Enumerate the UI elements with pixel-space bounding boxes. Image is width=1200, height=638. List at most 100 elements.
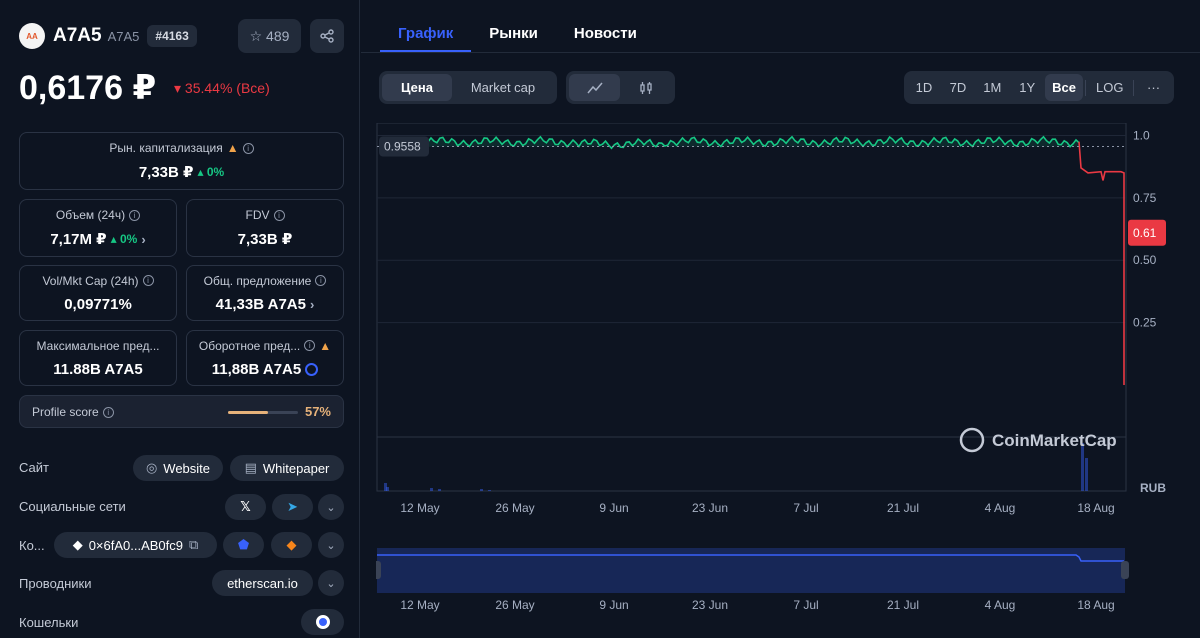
x-tick-label: 4 Aug [985,501,1016,515]
wallet-button[interactable] [301,609,344,635]
y-tick-label: 0.50 [1133,253,1157,267]
website-button[interactable]: ◎ Website [133,455,223,481]
navigator-tick-label: 4 Aug [985,598,1016,612]
log-toggle[interactable]: LOG [1096,80,1124,95]
x-tick-label: 23 Jun [692,501,728,515]
profile-score[interactable]: Profile score i 57% [19,395,344,428]
y-tick-label: 0.75 [1133,191,1157,205]
tab-markets[interactable]: Рынки [489,25,538,42]
info-icon[interactable]: i [102,406,114,418]
wallet-icon [315,615,330,629]
globe-icon: ◎ [145,460,158,475]
profile-score-bar [228,411,298,414]
x-tick-label: 21 Jul [887,501,919,515]
tab-chart[interactable]: График [380,0,472,52]
chart-type-toggle: Цена Market cap [379,71,557,104]
range-1y[interactable]: 1Y [1019,80,1036,95]
circulating-supply-label: Оборотное пред... [198,338,301,353]
contract-address[interactable]: ◆ 0×6fA0...AB0fc9 ⧉ [54,532,217,558]
market-cap-card: Рын. капитализация ▲ i 7,33B ₽ ▴ 0% [19,132,344,190]
telegram-icon: ➤ [287,499,298,514]
candle-chart-option[interactable] [620,74,671,101]
range-all[interactable]: Все [1044,74,1084,101]
volume-card[interactable]: Объем (24ч) i 7,17M ₽ ▴ 0% › [19,199,177,257]
x-twitter-button[interactable]: 𝕏 [225,494,266,520]
navigator-tick-label: 23 Jun [692,598,728,612]
metamask-button[interactable]: ◆ [271,532,312,558]
y-tick-label: 0.25 [1133,316,1157,330]
price-option[interactable]: Цена [382,74,452,101]
volume-bar [438,489,441,491]
range-1m[interactable]: 1M [983,80,1002,95]
cmc-logo-icon [959,427,985,453]
contracts-expand-button[interactable]: ⌄ [318,532,344,558]
star-icon: ☆ [249,27,263,44]
circulating-supply-value: 11,88B A7A5 [211,360,302,378]
explorers-label: Проводники [19,576,92,591]
progress-ring-icon [305,362,319,376]
watchlist-count: 489 [266,28,290,44]
reference-label: 0.9558 [384,140,421,154]
circulating-supply-card: Оборотное пред... i ▲ 11,88B A7A5 [186,330,344,386]
etherscan-link[interactable]: etherscan.io [212,570,313,596]
price-chart[interactable]: 1.0 0.75 0.50 0.25 0.9558 0.61 CoinMarketCap RU… [376,123,1196,623]
whitepaper-button[interactable]: ▤ Whitepaper [230,455,344,481]
navigator-tick-label: 18 Aug [1077,598,1114,612]
range-1d[interactable]: 1D [915,80,933,95]
total-supply-label: Общ. предложение [203,273,312,288]
info-icon[interactable]: i [242,142,254,154]
warning-icon: ▲ [319,338,332,353]
navigator-tick-label: 26 May [495,598,534,612]
fdv-value: 7,33B ₽ [237,231,293,248]
coin-name: A7A5 [53,25,102,46]
watchlist-button[interactable]: ☆ 489 [238,19,301,53]
market-cap-change: ▴ 0% [197,165,225,179]
navigator-tick-label: 7 Jul [793,598,818,612]
fdv-label: FDV [245,208,270,222]
coin-logo: AA [19,23,45,49]
chart-panel: График Рынки Новости Цена Market cap 1D … [361,0,1200,638]
plot-frame [376,123,1127,492]
vol-mkt-cap-card: Vol/Mkt Cap (24h) i 0,09771% [19,265,177,321]
volume-value: 7,17M ₽ [50,231,107,248]
navigator-handle-left [376,561,381,579]
shield-wallet-button[interactable]: ⬟ [223,532,264,558]
chevron-down-icon: ⌄ [326,501,336,514]
line-chart-option[interactable] [569,74,620,101]
socials-expand-button[interactable]: ⌄ [318,494,344,520]
max-supply-value: 11.88B A7A5 [53,360,143,378]
max-supply-label: Максимальное пред... [36,338,160,353]
x-icon: 𝕏 [240,499,251,514]
rank-badge: #4163 [147,25,197,47]
vol-mkt-cap-label: Vol/Mkt Cap (24h) [42,273,139,288]
fdv-card: FDV i 7,33B ₽ [186,199,344,257]
document-icon: ▤ [244,460,257,475]
tabs-divider [361,52,1200,53]
navigator-handle-right [1121,561,1129,579]
total-supply-card[interactable]: Общ. предложение i 41,33B A7A5 › [186,265,344,321]
content-tabs: График Рынки Новости [380,0,655,52]
more-options-button[interactable]: ··· [1147,80,1161,95]
tab-news[interactable]: Новости [573,25,637,42]
share-button[interactable] [310,19,344,53]
navigator-tick-label: 9 Jun [599,598,628,612]
info-icon[interactable]: i [304,340,316,351]
coin-symbol: A7A5 [107,28,140,44]
copy-icon[interactable]: ⧉ [189,537,199,552]
current-price-badge [1128,219,1166,246]
line-chart-icon [586,82,603,93]
range-7d[interactable]: 7D [949,80,967,95]
shield-icon: ⬟ [237,537,250,552]
info-icon[interactable]: i [315,275,327,286]
telegram-button[interactable]: ➤ [272,494,313,520]
market-cap-option[interactable]: Market cap [470,80,536,95]
profile-score-value: 57% [304,404,331,419]
range-selector: 1D 7D 1M 1Y Все LOG ··· [904,71,1174,104]
explorers-expand-button[interactable]: ⌄ [318,570,344,596]
info-icon[interactable]: i [142,275,154,286]
x-tick-label: 12 May [400,501,439,515]
currency-label: RUB [1140,481,1166,495]
info-icon[interactable]: i [273,209,285,221]
coin-header: AA A7A5 A7A5 #4163 [19,20,197,52]
info-icon[interactable]: i [129,209,141,221]
